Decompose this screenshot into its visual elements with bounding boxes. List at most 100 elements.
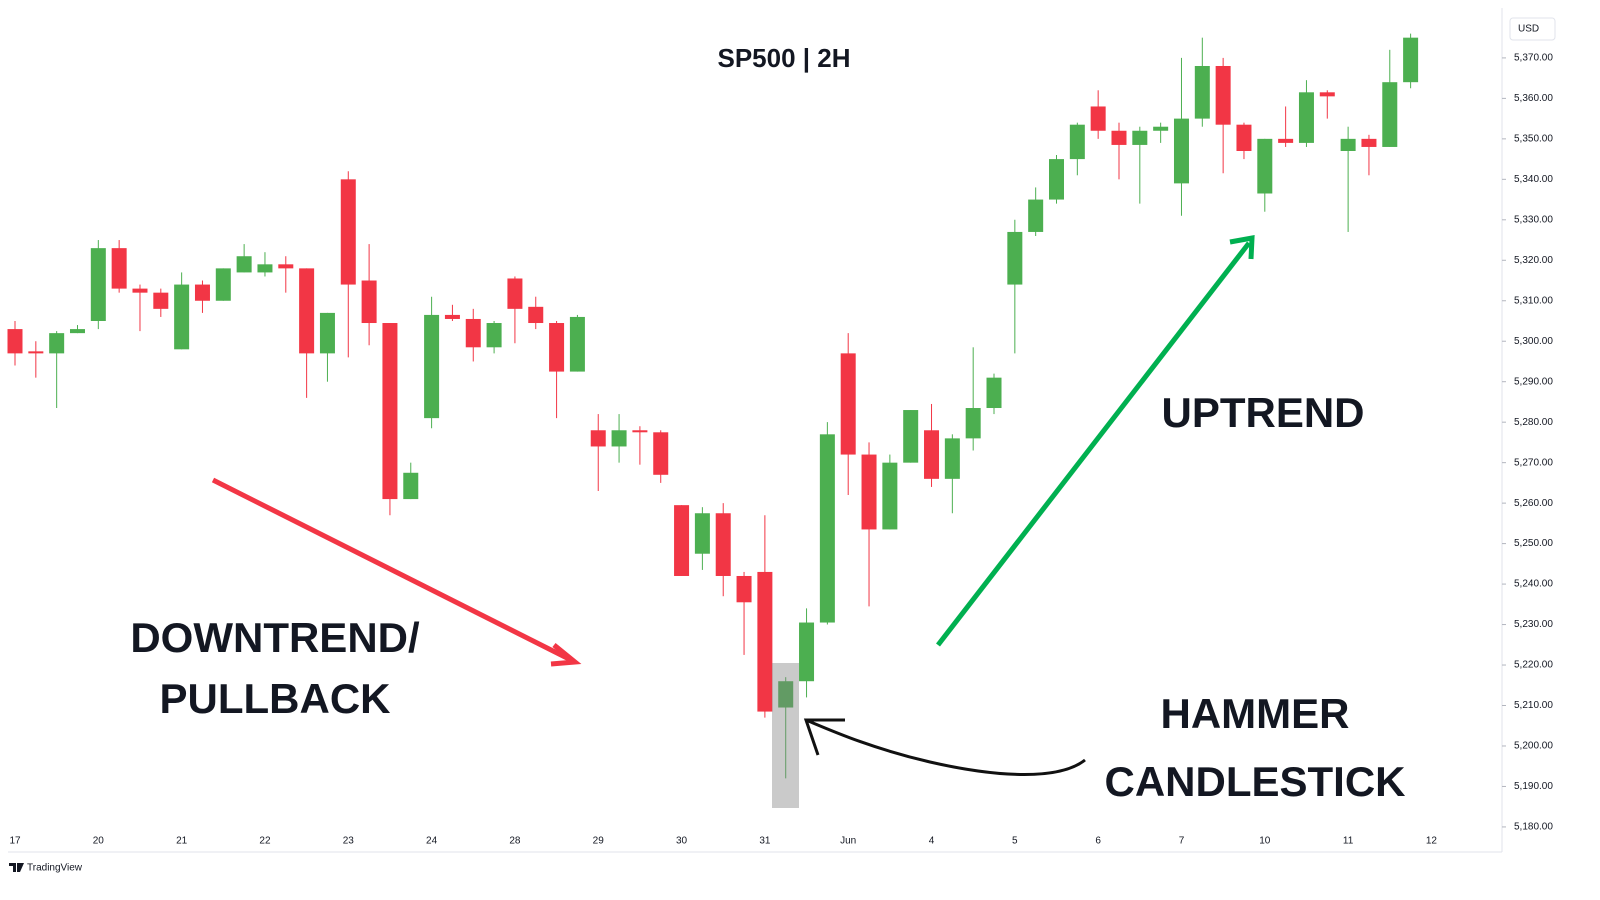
tradingview-logo: [9, 863, 24, 872]
hammer-arrow: [805, 718, 1086, 776]
y-tick-label: 5,360.00: [1514, 93, 1553, 104]
candle-body: [28, 351, 44, 354]
candle-body: [361, 280, 377, 324]
annotation: UPTREND: [1161, 389, 1364, 436]
candle-body: [132, 288, 148, 293]
candle-body: [1257, 138, 1273, 194]
candle-body: [694, 513, 710, 554]
y-tick-label: 5,230.00: [1514, 619, 1553, 630]
annotation: DOWNTREND/: [130, 614, 420, 661]
candle-body: [986, 377, 1002, 409]
candle-body: [1007, 231, 1023, 285]
candle-body: [1278, 138, 1294, 143]
currency-label: USD: [1518, 24, 1539, 35]
candle-body: [153, 292, 169, 309]
candle-body: [424, 314, 440, 419]
candle-body: [528, 306, 544, 324]
y-tick-label: 5,330.00: [1514, 214, 1553, 225]
x-tick-label: 29: [593, 836, 605, 847]
y-tick-label: 5,270.00: [1514, 457, 1553, 468]
candle-body: [944, 438, 960, 479]
candle-body: [1069, 124, 1085, 160]
x-tick-label: 10: [1259, 836, 1271, 847]
candle-body: [111, 248, 127, 289]
candle-body: [90, 248, 106, 321]
candle-body: [715, 513, 731, 576]
y-tick-label: 5,370.00: [1514, 53, 1553, 64]
x-tick-label: 31: [759, 836, 771, 847]
candle-body: [1403, 37, 1419, 83]
x-tick-label: 24: [426, 836, 438, 847]
candle-body: [507, 278, 523, 309]
candle-body: [1215, 65, 1231, 125]
candle-body: [861, 454, 877, 530]
annotation: HAMMER: [1161, 690, 1350, 737]
annotation: PULLBACK: [160, 675, 391, 722]
x-tick-label: 20: [93, 836, 105, 847]
candle-body: [590, 430, 606, 447]
candle-body: [69, 329, 85, 334]
y-tick-label: 5,240.00: [1514, 579, 1553, 590]
candle-body: [1173, 118, 1189, 184]
y-tick-label: 5,290.00: [1514, 376, 1553, 387]
y-tick-label: 5,280.00: [1514, 417, 1553, 428]
y-tick-label: 5,340.00: [1514, 174, 1553, 185]
candle-body: [569, 316, 585, 372]
candle-body: [1194, 65, 1210, 119]
candle-body: [444, 314, 460, 319]
x-tick-label: 22: [259, 836, 271, 847]
uptrend-arrow: [936, 241, 1251, 647]
y-tick-label: 5,300.00: [1514, 336, 1553, 347]
x-tick-label: 23: [343, 836, 355, 847]
x-tick-label: Jun: [840, 836, 856, 847]
x-tick-label: 5: [1012, 836, 1018, 847]
y-tick-label: 5,210.00: [1514, 700, 1553, 711]
candle-body: [882, 462, 898, 530]
candle-body: [465, 318, 481, 348]
candle-body: [319, 312, 335, 354]
x-tick-label: 28: [509, 836, 521, 847]
candle-body: [236, 256, 252, 273]
chart-title: SP500 | 2H: [717, 43, 850, 73]
candle-body: [194, 284, 210, 301]
x-tick-label: 30: [676, 836, 688, 847]
hammer-arrowhead: [803, 718, 845, 756]
candle-body: [674, 505, 690, 576]
annotation: CANDLESTICK: [1105, 758, 1406, 805]
candle-body: [1361, 138, 1377, 147]
candle-body: [1132, 130, 1148, 145]
candle-body: [278, 264, 294, 269]
candle-body: [549, 323, 565, 372]
candle-body: [1382, 82, 1398, 147]
candle-body: [215, 268, 231, 301]
x-tick-label: 11: [1343, 836, 1354, 847]
x-tick-label: 12: [1426, 836, 1438, 847]
candle-body: [736, 575, 752, 603]
x-tick-label: 4: [929, 836, 935, 847]
candle-body: [486, 323, 502, 348]
candle-body: [757, 571, 773, 712]
candle-body: [611, 430, 627, 447]
uptrend-arrowhead: [1229, 234, 1255, 260]
candle-body: [1090, 106, 1106, 131]
candle-body: [403, 472, 419, 500]
candle-body: [299, 268, 315, 354]
y-tick-label: 5,250.00: [1514, 538, 1553, 549]
x-tick-label: 17: [9, 836, 21, 847]
plot: [7, 33, 1419, 779]
y-tick-label: 5,260.00: [1514, 498, 1553, 509]
candle-body: [778, 681, 794, 708]
candle-body: [7, 329, 23, 354]
candle-body: [799, 622, 815, 682]
x-tick-label: 6: [1095, 836, 1101, 847]
y-tick-label: 5,350.00: [1514, 133, 1553, 144]
y-tick-label: 5,180.00: [1514, 822, 1553, 833]
y-tick-label: 5,200.00: [1514, 741, 1553, 752]
y-tick-label: 5,190.00: [1514, 781, 1553, 792]
y-tick-label: 5,220.00: [1514, 660, 1553, 671]
candle-body: [382, 323, 398, 500]
downtrend-arrow: [211, 477, 573, 663]
currency-box: [1509, 17, 1556, 41]
